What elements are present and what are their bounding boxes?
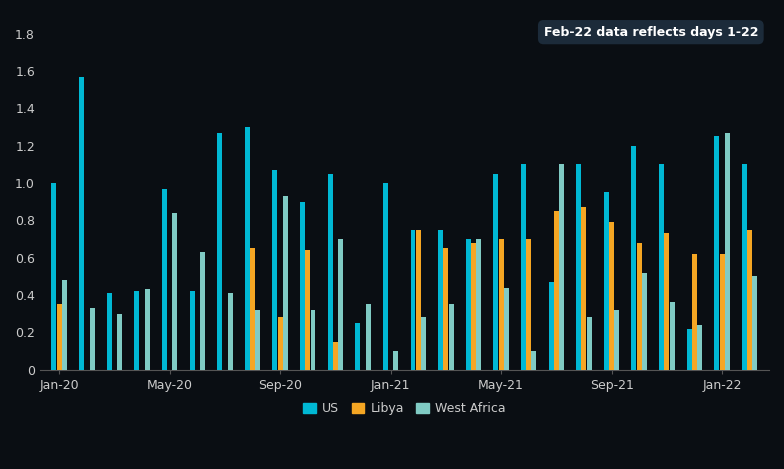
Bar	[355, 323, 360, 370]
Bar	[411, 230, 416, 370]
Bar	[532, 351, 536, 370]
Bar	[107, 293, 111, 370]
Bar	[609, 222, 614, 370]
Bar	[714, 136, 719, 370]
Bar	[604, 192, 609, 370]
Bar	[549, 282, 554, 370]
Bar	[444, 248, 448, 370]
Bar	[145, 289, 150, 370]
Bar	[117, 314, 122, 370]
Bar	[227, 293, 233, 370]
Bar	[333, 341, 338, 370]
Bar	[394, 351, 398, 370]
Bar	[300, 202, 305, 370]
Bar	[438, 230, 443, 370]
Bar	[338, 239, 343, 370]
Bar	[52, 183, 56, 370]
Bar	[466, 239, 470, 370]
Bar	[56, 304, 62, 370]
Bar	[554, 211, 559, 370]
Bar	[631, 146, 637, 370]
Bar	[256, 310, 260, 370]
Bar	[697, 325, 702, 370]
Bar	[200, 252, 205, 370]
Bar	[753, 276, 757, 370]
Bar	[305, 250, 310, 370]
Bar	[421, 318, 426, 370]
Bar	[493, 174, 499, 370]
Bar	[328, 174, 332, 370]
Bar	[687, 329, 691, 370]
Bar	[134, 291, 140, 370]
Bar	[642, 272, 647, 370]
Bar	[526, 239, 532, 370]
Bar	[471, 243, 476, 370]
Legend: US, Libya, West Africa: US, Libya, West Africa	[298, 397, 510, 420]
Bar	[217, 133, 222, 370]
Bar	[310, 310, 315, 370]
Bar	[250, 248, 255, 370]
Bar	[742, 164, 747, 370]
Bar	[582, 207, 586, 370]
Text: Feb-22 data reflects days 1-22: Feb-22 data reflects days 1-22	[543, 26, 758, 38]
Bar	[79, 76, 84, 370]
Bar	[692, 254, 697, 370]
Bar	[89, 308, 95, 370]
Bar	[172, 213, 177, 370]
Bar	[615, 310, 619, 370]
Bar	[448, 304, 454, 370]
Bar	[383, 183, 388, 370]
Bar	[245, 127, 250, 370]
Bar	[62, 280, 67, 370]
Bar	[576, 164, 581, 370]
Bar	[725, 133, 730, 370]
Bar	[720, 254, 724, 370]
Bar	[366, 304, 371, 370]
Bar	[670, 303, 674, 370]
Bar	[499, 239, 503, 370]
Bar	[278, 318, 282, 370]
Bar	[504, 287, 509, 370]
Bar	[586, 318, 592, 370]
Bar	[747, 230, 752, 370]
Bar	[476, 239, 481, 370]
Bar	[664, 234, 670, 370]
Bar	[162, 189, 167, 370]
Bar	[559, 164, 564, 370]
Bar	[272, 170, 278, 370]
Bar	[190, 291, 194, 370]
Bar	[637, 243, 641, 370]
Bar	[416, 230, 421, 370]
Bar	[659, 164, 664, 370]
Bar	[521, 164, 526, 370]
Bar	[283, 196, 288, 370]
